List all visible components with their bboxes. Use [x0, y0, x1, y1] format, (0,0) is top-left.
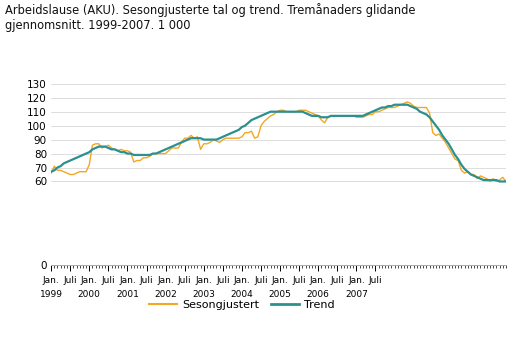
Text: Jan.: Jan.	[195, 276, 212, 285]
Text: Juli: Juli	[331, 276, 344, 285]
Text: Jan.: Jan.	[348, 276, 365, 285]
Text: Jan.: Jan.	[43, 276, 59, 285]
Text: 2000: 2000	[78, 290, 101, 299]
Text: Jan.: Jan.	[81, 276, 98, 285]
Text: Juli: Juli	[140, 276, 153, 285]
Legend: Sesongjustert, Trend: Sesongjustert, Trend	[145, 295, 339, 314]
Text: Jan.: Jan.	[272, 276, 289, 285]
Text: Jan.: Jan.	[310, 276, 327, 285]
Text: Juli: Juli	[216, 276, 229, 285]
Text: Arbeidslause (AKU). Sesongjusterte tal og trend. Tremånaders glidande
gjennomsni: Arbeidslause (AKU). Sesongjusterte tal o…	[5, 3, 415, 32]
Text: Jan.: Jan.	[234, 276, 250, 285]
Text: Juli: Juli	[63, 276, 77, 285]
Text: 2004: 2004	[230, 290, 253, 299]
Text: 1999: 1999	[39, 290, 63, 299]
Text: Jan.: Jan.	[157, 276, 174, 285]
Text: 2005: 2005	[269, 290, 291, 299]
Text: 2006: 2006	[307, 290, 330, 299]
Text: Jan.: Jan.	[119, 276, 136, 285]
Text: 2002: 2002	[154, 290, 177, 299]
Text: 2007: 2007	[345, 290, 368, 299]
Text: 2003: 2003	[192, 290, 215, 299]
Text: Juli: Juli	[292, 276, 306, 285]
Text: 2001: 2001	[116, 290, 139, 299]
Text: Juli: Juli	[102, 276, 115, 285]
Text: Juli: Juli	[368, 276, 382, 285]
Text: Juli: Juli	[178, 276, 192, 285]
Text: Juli: Juli	[254, 276, 268, 285]
